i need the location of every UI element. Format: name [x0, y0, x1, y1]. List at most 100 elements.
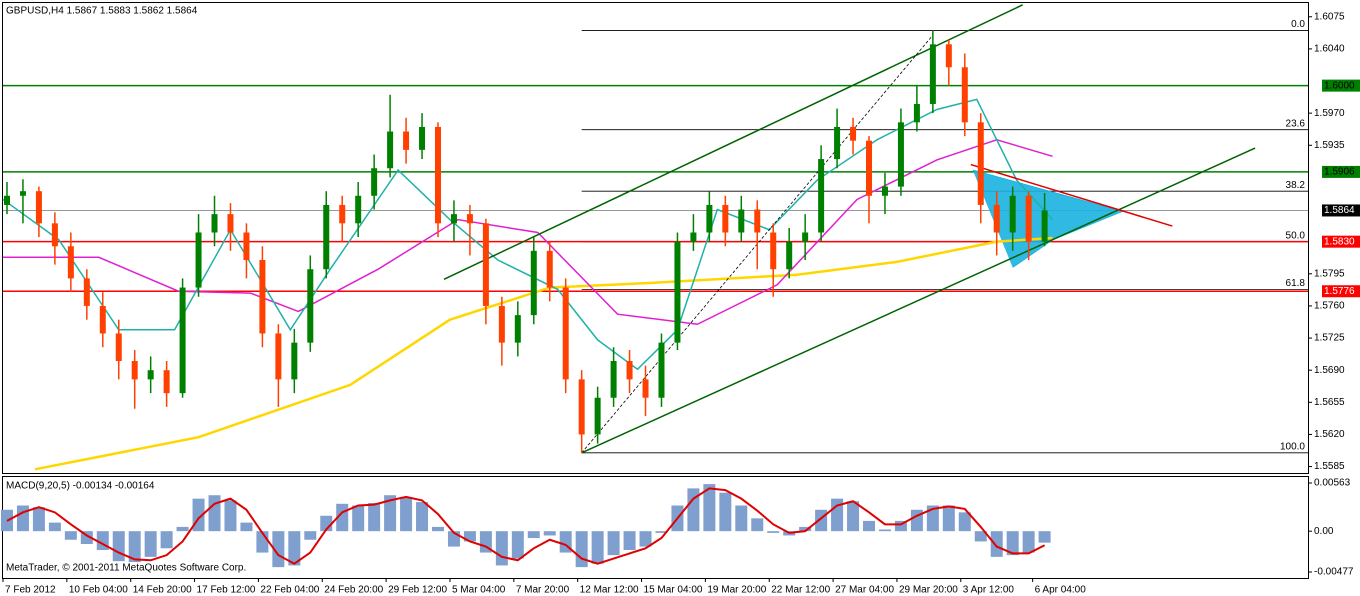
- level-label-box: [1322, 285, 1360, 298]
- candle-body: [674, 241, 681, 343]
- y-tick-label: 1.5970: [1314, 108, 1345, 119]
- candle-body: [1009, 195, 1016, 233]
- candle-body: [115, 333, 122, 362]
- macd-bar: [288, 531, 301, 566]
- fibo-label: 23.6: [1286, 118, 1306, 129]
- candle-body: [179, 287, 186, 394]
- macd-bar: [926, 505, 939, 532]
- level-label: 1.5864: [1324, 205, 1355, 216]
- macd-bar: [208, 495, 221, 532]
- macd-bar: [368, 502, 381, 532]
- x-tick-label: 7 Mar 20:00: [516, 585, 570, 596]
- macd-bar: [878, 529, 891, 532]
- candle-body: [211, 214, 218, 233]
- level-label: 1.5830: [1324, 236, 1355, 247]
- candle-body: [770, 232, 777, 270]
- macd-bar: [64, 531, 77, 540]
- macd-bar: [719, 492, 732, 532]
- candle-body: [642, 379, 649, 398]
- candle-body: [498, 305, 505, 343]
- candle-body: [977, 122, 984, 205]
- candle-body: [450, 214, 457, 224]
- y-tick-label: 1.5935: [1314, 140, 1345, 151]
- x-tick-label: 22 Mar 12:00: [771, 585, 830, 596]
- fibo-label: 61.8: [1286, 278, 1306, 289]
- macd-bar: [894, 520, 907, 532]
- macd-bar: [32, 507, 45, 532]
- macd-bar: [463, 531, 476, 542]
- candle-body: [546, 250, 553, 288]
- trendline: [970, 163, 1173, 227]
- candle-body: [339, 204, 346, 224]
- candle-body: [355, 195, 362, 224]
- candle-body: [929, 44, 936, 104]
- level-label: 1.6000: [1324, 80, 1355, 91]
- macd-bar: [352, 505, 365, 532]
- candle-body: [530, 250, 537, 316]
- candle-body: [594, 397, 601, 435]
- x-tick-label: 6 Apr 04:00: [1035, 585, 1087, 596]
- level-label-box: [1322, 235, 1360, 248]
- candle-body: [578, 379, 585, 435]
- candle-body: [993, 204, 1000, 233]
- macd-bar: [1006, 531, 1019, 556]
- macd-y-tick-label: -0.00477: [1314, 567, 1354, 578]
- x-tick-label: 19 Mar 20:00: [707, 585, 766, 596]
- level-label: 1.5776: [1324, 286, 1355, 297]
- macd-title: MACD(9,20,5) -0.00134 -0.00164: [6, 481, 155, 492]
- level-label-box: [1322, 165, 1360, 178]
- candle-body: [482, 223, 489, 306]
- candle-body: [802, 232, 809, 242]
- macd-bar: [974, 531, 987, 542]
- x-tick-label: 29 Mar 20:00: [899, 585, 958, 596]
- macd-bar: [384, 495, 397, 532]
- candle-body: [67, 246, 74, 279]
- candle-body: [881, 186, 888, 196]
- x-tick-label: 24 Feb 20:00: [324, 585, 383, 596]
- candle-body: [706, 204, 713, 233]
- candle-body: [834, 126, 841, 160]
- candle-body: [147, 370, 154, 380]
- candle-body: [419, 126, 426, 150]
- macd-bar: [176, 526, 189, 532]
- candle-body: [371, 168, 378, 196]
- macd-bar: [272, 531, 285, 568]
- macd-bar: [575, 531, 588, 568]
- x-tick-label: 29 Feb 12:00: [388, 585, 447, 596]
- x-tick-label: 15 Mar 04:00: [644, 585, 703, 596]
- candle-body: [738, 209, 745, 233]
- trendline: [581, 147, 1256, 454]
- candle-body: [818, 159, 825, 233]
- candle-body: [307, 269, 314, 343]
- x-tick-label: 12 Mar 12:00: [580, 585, 639, 596]
- candle-body: [227, 214, 234, 233]
- x-tick-label: 5 Mar 04:00: [452, 585, 506, 596]
- candle-body: [945, 44, 952, 68]
- macd-bar: [16, 505, 29, 532]
- candle-body: [291, 342, 298, 380]
- macd-bar: [128, 531, 141, 562]
- candle-body: [754, 209, 761, 233]
- candle-body: [866, 140, 873, 196]
- candle-body: [259, 260, 266, 334]
- level-label: 1.5906: [1324, 167, 1355, 178]
- macd-bar: [112, 531, 125, 562]
- macd-bar: [687, 488, 700, 532]
- macd-bar: [767, 531, 780, 533]
- macd-bar: [416, 502, 429, 532]
- macd-bar: [479, 531, 492, 553]
- candle-body: [658, 342, 665, 398]
- fibo-label: 50.0: [1286, 230, 1306, 241]
- macd-bar: [799, 526, 812, 532]
- candle-body: [786, 241, 793, 270]
- macd-bar: [990, 531, 1003, 557]
- y-tick-label: 1.6075: [1314, 11, 1345, 22]
- x-tick-label: 27 Mar 04:00: [835, 585, 894, 596]
- candle-body: [466, 214, 473, 224]
- macd-bar: [639, 531, 652, 547]
- fibo-label: 0.0: [1291, 19, 1305, 30]
- candle-body: [850, 126, 857, 141]
- candle-body: [610, 361, 617, 398]
- indicator-line: [2, 98, 1054, 371]
